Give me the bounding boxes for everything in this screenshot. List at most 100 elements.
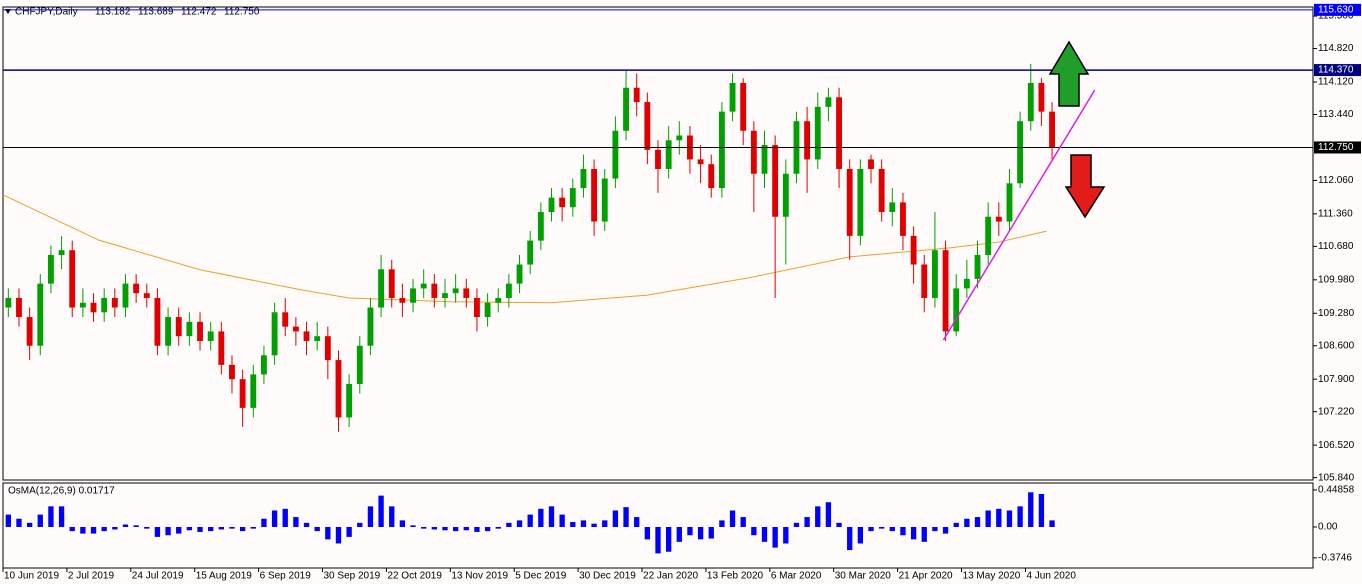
y-tick-label: 106.520	[1318, 440, 1355, 451]
candle-body	[58, 250, 65, 255]
osma-bar	[90, 526, 97, 534]
x-tick-label: 24 Jul 2019	[132, 571, 184, 582]
candle-body	[420, 283, 427, 289]
x-tick-label: 15 Aug 2019	[196, 571, 253, 582]
candle-body	[69, 250, 76, 308]
candle-body	[505, 283, 512, 298]
osma-bar	[154, 526, 161, 537]
osma-bar	[527, 514, 533, 527]
y-tick-label: 0.44858	[1318, 485, 1355, 496]
y-tick-label: 112.060	[1318, 175, 1354, 186]
candle-body	[580, 168, 587, 189]
candle-body	[324, 336, 331, 361]
osma-bar	[1017, 506, 1023, 527]
candle-body	[729, 82, 736, 112]
osma-bar	[26, 522, 33, 527]
moving-average	[2, 194, 1047, 304]
candle-body	[26, 317, 33, 346]
osma-bar	[932, 526, 938, 532]
header-value: 113.689	[138, 7, 174, 18]
candle-body	[271, 312, 278, 356]
y-tick-label: 105.840	[1318, 472, 1355, 483]
candle-body	[335, 360, 342, 418]
osma-bar	[48, 506, 54, 527]
candle-body	[261, 355, 267, 375]
candle-body	[47, 254, 54, 284]
osma-bar	[208, 526, 214, 532]
osma-bar	[122, 524, 129, 527]
osma-bar	[452, 526, 459, 532]
osma-bar	[878, 526, 885, 529]
candle-body	[655, 149, 661, 169]
osma-bar	[282, 508, 288, 527]
osma-bar	[378, 495, 384, 527]
osma-bar	[410, 525, 416, 527]
candle-body	[484, 302, 491, 318]
candle-body	[963, 278, 970, 289]
candle-body	[218, 331, 225, 365]
candle-body	[697, 159, 704, 165]
y-tick-label: 0.00	[1318, 522, 1338, 533]
candle-body	[868, 159, 874, 169]
x-tick-label: 6 Mar 2020	[771, 571, 822, 582]
down-arrow	[1064, 154, 1106, 219]
candle-body	[1027, 82, 1034, 122]
osma-bar	[836, 522, 842, 527]
osma-bar	[335, 526, 342, 544]
x-tick-label: 6 Sep 2019	[260, 571, 312, 582]
y-tick-label: 109.280	[1318, 308, 1355, 319]
candle-body	[985, 216, 992, 255]
candle-body	[569, 188, 576, 208]
osma-bar	[964, 518, 970, 527]
osma-bar	[783, 526, 789, 544]
symbol-title: CHFJPY,Daily	[15, 7, 78, 18]
osma-bar	[740, 517, 746, 527]
osma-bar	[271, 510, 278, 527]
osma-bar	[250, 526, 256, 529]
osma-bar	[729, 510, 736, 527]
osma-bar	[69, 526, 75, 532]
candle-body	[314, 336, 321, 341]
candle-body	[5, 297, 12, 308]
candle-body	[346, 383, 353, 418]
osma-bar	[229, 526, 235, 529]
osma-bar	[239, 526, 246, 532]
osma-bar	[261, 518, 267, 527]
osma-bar	[112, 526, 118, 530]
osma-bar	[644, 526, 651, 540]
osma-bar	[985, 510, 991, 527]
up-arrow	[1048, 40, 1090, 107]
candle-body	[165, 317, 172, 346]
candle-body	[718, 111, 725, 189]
candle-body	[782, 173, 789, 217]
candle-body	[122, 283, 129, 308]
osma-bar	[772, 526, 778, 548]
osma-bar	[761, 526, 768, 542]
plot: 115.500 114.820 114.120 113.440 112.060 111.3…	[2, 3, 1361, 582]
candle-body	[1038, 82, 1045, 112]
price-level-label: 114.370	[1318, 65, 1354, 76]
x-tick-label: 13 May 2020	[963, 571, 1021, 582]
candle-body	[282, 312, 289, 327]
candle-body	[442, 293, 448, 298]
osma-bar	[474, 526, 480, 532]
candle-body	[1006, 183, 1013, 222]
candle-body	[378, 269, 385, 308]
osma-bar	[37, 514, 43, 527]
candle-body	[825, 97, 832, 107]
osma-bar	[559, 514, 565, 527]
candle-body	[910, 235, 917, 265]
y-tick-label: -0.3746	[1318, 553, 1352, 564]
candle-body	[431, 283, 438, 298]
osma-bar	[996, 508, 1002, 527]
osma-bar	[495, 526, 501, 529]
osma-bar	[367, 506, 374, 527]
osma-bar	[346, 526, 352, 537]
price-level-box	[1314, 3, 1361, 16]
osma-bar	[623, 507, 629, 527]
candle-body	[388, 269, 395, 298]
price-level-box	[1314, 64, 1361, 77]
candle-body	[239, 379, 246, 408]
candle-body	[1049, 111, 1055, 148]
